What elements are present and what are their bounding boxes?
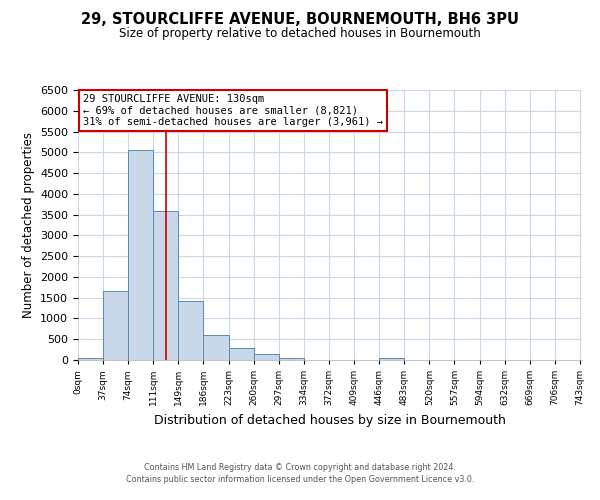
X-axis label: Distribution of detached houses by size in Bournemouth: Distribution of detached houses by size … [154,414,506,426]
Bar [254,354,279,360]
Text: Size of property relative to detached houses in Bournemouth: Size of property relative to detached ho… [119,28,481,40]
Bar [279,358,304,360]
Text: Contains public sector information licensed under the Open Government Licence v3: Contains public sector information licen… [126,475,474,484]
Bar [379,358,404,360]
Bar [128,150,153,360]
Bar [153,212,178,360]
Bar [78,358,103,360]
Text: Contains HM Land Registry data © Crown copyright and database right 2024.: Contains HM Land Registry data © Crown c… [144,464,456,472]
Y-axis label: Number of detached properties: Number of detached properties [22,132,35,318]
Bar [203,334,229,360]
Text: 29, STOURCLIFFE AVENUE, BOURNEMOUTH, BH6 3PU: 29, STOURCLIFFE AVENUE, BOURNEMOUTH, BH6… [81,12,519,28]
Bar [103,292,128,360]
Bar [229,348,254,360]
Text: 29 STOURCLIFFE AVENUE: 130sqm
← 69% of detached houses are smaller (8,821)
31% o: 29 STOURCLIFFE AVENUE: 130sqm ← 69% of d… [83,94,383,127]
Bar [178,301,203,360]
